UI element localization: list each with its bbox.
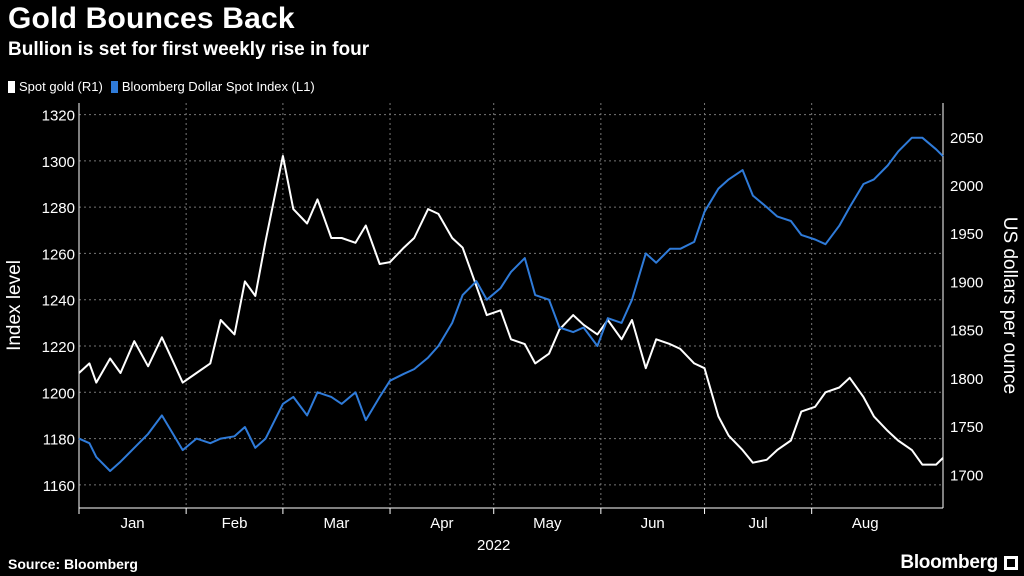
legend-label-gold: Spot gold (R1) (19, 79, 103, 94)
x-tick-label: Feb (222, 515, 248, 532)
x-tick-label: Apr (430, 515, 453, 532)
legend-swatch-dollar (110, 80, 118, 93)
chart-subtitle: Bullion is set for first weekly rise in … (8, 39, 370, 60)
legend-item-dollar: Bloomberg Dollar Spot Index (L1) (110, 79, 315, 94)
source-note: Source: Bloomberg (8, 556, 138, 572)
left-axis-title: Index level (4, 260, 25, 351)
right-tick-label: 1900 (950, 274, 983, 291)
left-tick-label: 1200 (42, 385, 75, 402)
bloomberg-logo: Bloomberg (900, 552, 998, 573)
legend-swatch-gold (8, 80, 15, 93)
right-tick-label: 1850 (950, 323, 983, 340)
right-tick-label: 1800 (950, 371, 983, 388)
left-tick-label: 1220 (42, 339, 75, 356)
bloomberg-logo-mark-icon (1004, 556, 1018, 570)
left-tick-label: 1300 (42, 154, 75, 171)
right-tick-label: 2000 (950, 178, 983, 195)
series-line-dollar-index (78, 136, 944, 472)
right-tick-label: 1750 (950, 419, 983, 436)
x-tick-label: Mar (324, 515, 350, 532)
left-tick-label: 1260 (42, 246, 75, 263)
left-tick-label: 1180 (43, 432, 75, 449)
chart-title: Gold Bounces Back (8, 2, 295, 35)
x-tick-label: May (533, 515, 562, 532)
x-year-label: 2022 (477, 537, 510, 554)
left-tick-label: 1320 (42, 108, 75, 125)
series-line-spot-gold (78, 155, 944, 466)
right-axis-title: US dollars per ounce (999, 217, 1020, 394)
left-tick-label: 1280 (42, 200, 75, 217)
left-tick-label: 1160 (43, 478, 75, 495)
right-tick-label: 1700 (950, 467, 983, 484)
legend-label-dollar: Bloomberg Dollar Spot Index (L1) (121, 79, 315, 94)
x-tick-label: Jan (120, 515, 144, 532)
legend: Spot gold (R1) Bloomberg Dollar Spot Ind… (8, 79, 323, 94)
legend-item-gold: Spot gold (R1) (8, 79, 103, 94)
right-tick-label: 2050 (950, 130, 983, 147)
right-tick-label: 1950 (950, 226, 983, 243)
x-tick-label: Jul (749, 515, 768, 532)
x-tick-label: Jun (641, 515, 665, 532)
left-tick-label: 1240 (42, 293, 75, 310)
x-tick-label: Aug (852, 515, 879, 532)
